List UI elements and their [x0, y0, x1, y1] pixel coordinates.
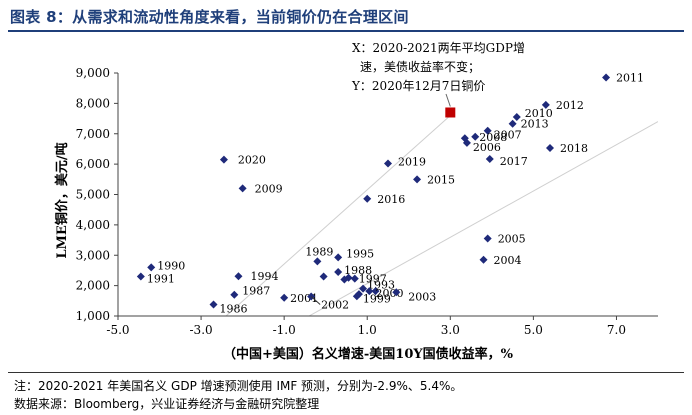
point-label: 2012 [556, 99, 584, 112]
annotation-line: 速，美债收益率不变； [360, 59, 480, 74]
data-point [541, 100, 550, 109]
point-label: 1994 [250, 270, 278, 283]
point-label: 1989 [305, 245, 333, 258]
data-point [319, 272, 328, 281]
point-label: 1987 [242, 285, 270, 298]
y-tick-label: 2,000 [76, 279, 110, 293]
scatter-chart: 1,000 2,000 3,000 4,000 5,000 6,000 7,000 8,000… [54, 41, 658, 362]
data-point [483, 234, 492, 243]
footer-divider [8, 372, 684, 373]
point-label: 2016 [377, 193, 405, 206]
data-point [485, 154, 494, 163]
data-point [479, 255, 488, 264]
annotation-line: X：2020-2021两年平均GDP增 [352, 41, 525, 55]
x-axis-title: （中国+美国）名义增速-美国10Y国债收益率，% [223, 346, 514, 362]
point-label: 2001 [290, 292, 318, 305]
y-tick-label: 4,000 [76, 218, 110, 232]
data-point [340, 275, 349, 284]
point-label: 2009 [255, 182, 283, 195]
title-bar: 图表 8：从需求和流动性角度来看，当前铜价仍在合理区间 [8, 4, 684, 32]
data-point [230, 290, 239, 299]
data-point [363, 194, 372, 203]
point-label: 2011 [616, 72, 644, 85]
x-tick-label: 1.0 [358, 323, 377, 337]
data-point [471, 132, 480, 141]
data-point [350, 274, 359, 283]
point-label: 2015 [427, 173, 455, 186]
footnote: 注：2020-2021 年美国名义 GDP 增速预测使用 IMF 预测，分别为-… [14, 379, 463, 393]
data-point [508, 119, 517, 128]
y-tick-label: 7,000 [76, 127, 110, 141]
y-tick-label: 8,000 [76, 96, 110, 110]
data-point [460, 134, 469, 143]
data-point [280, 293, 289, 302]
y-tick-label: 6,000 [76, 157, 110, 171]
point-label: 1995 [346, 247, 374, 260]
source-note: 数据来源：Bloomberg，兴业证券经济与金融研究院整理 [14, 397, 320, 411]
point-label: 2006 [473, 141, 501, 154]
x-tick-label: -3.0 [190, 323, 213, 337]
reference-line-2 [308, 121, 658, 316]
data-point [602, 73, 611, 82]
data-point [392, 288, 401, 297]
data-point [219, 155, 228, 164]
data-point [344, 273, 353, 282]
point-label: 2013 [521, 118, 549, 131]
point-label: 1988 [344, 264, 372, 277]
figure-header: 图表 8：从需求和流动性角度来看，当前铜价仍在合理区间 [0, 0, 692, 36]
data-point [313, 257, 322, 266]
y-tick-label: 3,000 [76, 248, 110, 262]
data-point [512, 113, 521, 122]
point-label: 2020 [238, 154, 266, 167]
x-tick-label: 3.0 [441, 323, 460, 337]
point-label: 2017 [500, 155, 528, 168]
data-point [238, 184, 247, 193]
annotation-connector [445, 93, 451, 107]
point-label: 1993 [367, 279, 395, 292]
current-price-marker [445, 107, 456, 118]
point-label: 2004 [494, 254, 522, 267]
data-point [413, 175, 422, 184]
point-label: 2018 [560, 142, 588, 155]
point-label: 2005 [498, 233, 526, 246]
y-tick-label: 9,000 [76, 66, 110, 80]
data-point [147, 263, 156, 272]
reference-line-1 [225, 115, 451, 316]
point-label: 2002 [321, 299, 349, 312]
data-point [365, 287, 374, 296]
y-tick-label: 1,000 [76, 309, 110, 323]
data-point [334, 253, 343, 262]
data-point [234, 272, 243, 281]
data-point [546, 144, 554, 153]
data-point [334, 267, 343, 276]
data-point [209, 300, 218, 309]
point-label: 1999 [363, 292, 391, 305]
annotation-line: Y：2020年12月7日铜价 [351, 78, 485, 93]
point-label: 2008 [479, 131, 507, 144]
point-label: 1991 [147, 273, 175, 286]
point-label: 2000 [376, 287, 404, 300]
y-axis-title: LME铜价，美元/吨 [54, 142, 70, 258]
point-label: 2007 [494, 129, 522, 142]
x-tick-label: 7.0 [607, 323, 626, 337]
point-label: 2010 [525, 107, 553, 120]
data-point [359, 284, 368, 293]
x-tick-label: -5.0 [106, 323, 129, 337]
label-leader-line [310, 296, 321, 305]
point-label: 2019 [398, 156, 426, 169]
x-tick-label: -1.0 [273, 323, 296, 337]
data-point [136, 272, 145, 281]
x-tick-label: 5.0 [524, 323, 543, 337]
data-point [384, 159, 392, 168]
point-label: 2003 [408, 290, 436, 303]
y-tick-label: 5,000 [76, 188, 110, 202]
point-label: 1990 [157, 259, 185, 272]
point-label: 1986 [220, 302, 248, 315]
figure-title: 图表 8：从需求和流动性角度来看，当前铜价仍在合理区间 [10, 8, 409, 26]
data-point [352, 292, 361, 301]
data-point [371, 287, 380, 296]
point-label: 1997 [359, 273, 387, 286]
